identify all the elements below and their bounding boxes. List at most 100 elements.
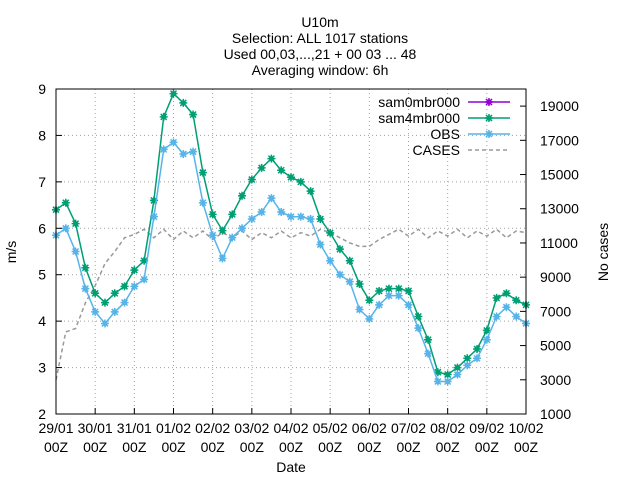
y2-tick-label: 1000: [540, 406, 571, 422]
series-lines: [52, 89, 530, 386]
y-tick-label: 9: [38, 81, 46, 97]
data-point: [502, 289, 511, 298]
point-burst: [277, 208, 286, 217]
data-point: [81, 284, 90, 293]
point-burst: [375, 300, 384, 309]
data-point: [238, 191, 247, 200]
point-burst: [218, 226, 227, 235]
data-point: [482, 335, 491, 344]
point-burst: [61, 224, 70, 233]
series-points-obs: [52, 138, 530, 386]
point-burst: [257, 208, 266, 217]
point-burst: [365, 314, 374, 323]
y2-axis-ticks: 1000 3000 5000 7000 9000 11000 13000 15000 17000…: [520, 98, 579, 422]
data-point: [502, 303, 511, 312]
point-burst: [120, 282, 129, 291]
x-tick-label-date: 05/02: [313, 420, 348, 436]
chart-title: U10m Selection: ALL 1017 stations Used 0…: [224, 14, 417, 78]
point-burst: [485, 130, 493, 138]
point-burst: [277, 166, 286, 175]
y-axis-ticks: 2 3 4 5 6 7 8 9: [38, 81, 62, 422]
point-burst: [463, 354, 472, 363]
data-point: [110, 307, 119, 316]
x-tick-label-hour: 00Z: [279, 439, 304, 455]
point-burst: [502, 303, 511, 312]
data-point: [482, 326, 491, 335]
data-point: [100, 298, 109, 307]
data-point: [247, 175, 256, 184]
point-burst: [384, 284, 393, 293]
data-point: [463, 361, 472, 370]
point-burst: [335, 245, 344, 254]
data-point: [287, 173, 295, 182]
data-point: [394, 284, 403, 293]
data-point: [169, 138, 178, 147]
point-burst: [198, 168, 207, 177]
data-point: [81, 263, 90, 272]
data-point: [492, 312, 501, 321]
point-burst: [463, 361, 472, 370]
point-burst: [120, 298, 129, 307]
data-point: [355, 280, 364, 288]
point-burst: [453, 370, 462, 379]
data-point: [345, 256, 354, 265]
title-line-4: Averaging window: 6h: [252, 62, 389, 78]
data-point: [149, 196, 158, 205]
x-axis-ticks: 29/01 00Z 30/01 00Z 31/01 00Z 01/02 00Z 02/02 00Z…: [38, 408, 544, 455]
title-line-1: U10m: [301, 14, 338, 30]
point-burst: [345, 277, 354, 286]
y2-tick-label: 11000: [540, 235, 578, 251]
point-burst: [238, 191, 247, 200]
point-burst: [140, 256, 149, 265]
data-point: [335, 245, 344, 254]
point-burst: [208, 231, 217, 240]
data-point: [296, 212, 305, 221]
point-burst: [130, 282, 139, 291]
data-point: [100, 319, 109, 328]
point-burst: [473, 354, 482, 363]
data-point: [473, 345, 482, 353]
data-point: [443, 370, 452, 379]
data-point: [140, 275, 149, 284]
series-points-sam4mbr000: [52, 89, 530, 379]
data-point: [473, 354, 482, 363]
legend-label: sam4mbr000: [378, 110, 460, 126]
point-burst: [81, 284, 90, 293]
data-point: [198, 168, 207, 177]
point-burst: [81, 263, 90, 272]
point-burst: [394, 284, 403, 293]
data-point: [198, 198, 207, 207]
point-burst: [384, 291, 393, 300]
point-burst: [189, 110, 198, 119]
y-tick-label: 3: [38, 360, 46, 376]
data-point: [355, 305, 364, 314]
data-point: [492, 293, 501, 302]
data-point: [130, 282, 139, 291]
data-point: [414, 312, 423, 321]
data-point: [71, 219, 80, 228]
point-burst: [404, 300, 413, 309]
y-tick-label: 5: [38, 267, 46, 283]
point-burst: [296, 177, 305, 186]
point-burst: [512, 312, 521, 321]
data-point: [485, 114, 493, 122]
point-burst: [473, 345, 482, 353]
x-tick-label-hour: 00Z: [514, 439, 539, 455]
data-point: [394, 291, 403, 300]
x-tick-label-hour: 00Z: [396, 439, 421, 455]
point-burst: [91, 307, 100, 316]
data-point: [140, 256, 149, 265]
y-tick-label: 4: [38, 313, 46, 329]
data-point: [433, 377, 442, 386]
point-burst: [492, 312, 501, 321]
y2-tick-label: 15000: [540, 167, 579, 183]
data-point: [228, 233, 237, 242]
y2-tick-label: 13000: [540, 201, 579, 217]
point-burst: [296, 212, 305, 221]
point-burst: [110, 307, 119, 316]
point-burst: [355, 305, 364, 314]
data-point: [296, 177, 305, 186]
x-tick-label-date: 08/02: [430, 420, 465, 436]
point-burst: [91, 289, 100, 298]
